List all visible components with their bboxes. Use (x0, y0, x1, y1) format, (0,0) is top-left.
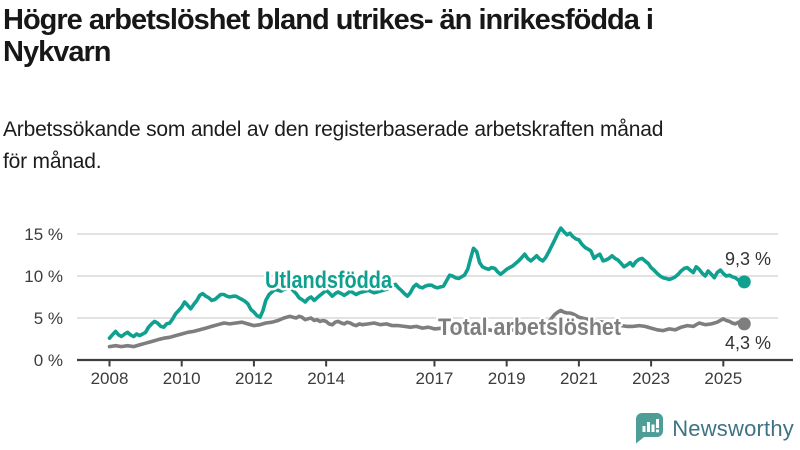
series-line-1 (107, 308, 747, 349)
exclamation-stem (656, 419, 660, 428)
bar-tall (647, 422, 651, 432)
subtitle-line-2: för månad. (3, 150, 102, 173)
x-tick-label: 2010 (163, 369, 201, 388)
x-tick-label: 2025 (704, 369, 742, 388)
series-line-0 (107, 226, 747, 340)
end-value-label-0: 9,3 % (725, 249, 771, 269)
x-tick-label: 2012 (235, 369, 273, 388)
subtitle-line-1: Arbetssökande som andel av den registerb… (3, 118, 664, 141)
end-dot-0 (737, 275, 751, 289)
y-tick-label: 15 % (24, 225, 63, 244)
line-chart: 2008 2010 2012 2014 2017 2019 2021 2023 2025 0 % 5… (24, 225, 793, 388)
chart-subtitle: Arbetssökande som andel av den registerb… (3, 114, 793, 178)
bar-medium (651, 424, 655, 432)
x-tick-label: 2008 (91, 369, 129, 388)
series-label-0: Utlandsfödda (265, 267, 393, 294)
y-tick-label: 0 % (34, 351, 63, 370)
x-tick-label: 2017 (416, 369, 454, 388)
end-dot-1 (737, 317, 751, 331)
x-tick-label: 2014 (307, 369, 345, 388)
series-label-1: Total arbetslöshet (438, 314, 621, 341)
x-tick-label: 2019 (488, 369, 526, 388)
brand-logo: Newsworthy (636, 413, 794, 444)
title-line-1: Högre arbetslöshet bland utrikes- än inr… (3, 4, 654, 36)
end-value-label-1: 4,3 % (725, 333, 771, 353)
brand-name: Newsworthy (672, 415, 794, 441)
y-tick-label: 10 % (24, 267, 63, 286)
x-tick-label: 2021 (560, 369, 598, 388)
title-line-2: Nykvarn (3, 36, 111, 68)
page-title: Högre arbetslöshet bland utrikes- än inr… (3, 4, 793, 68)
newsworthy-icon (636, 413, 664, 444)
x-tick-label: 2023 (632, 369, 670, 388)
y-tick-label: 5 % (34, 309, 63, 328)
bar-small (642, 426, 646, 432)
exclamation-dot (656, 429, 660, 433)
